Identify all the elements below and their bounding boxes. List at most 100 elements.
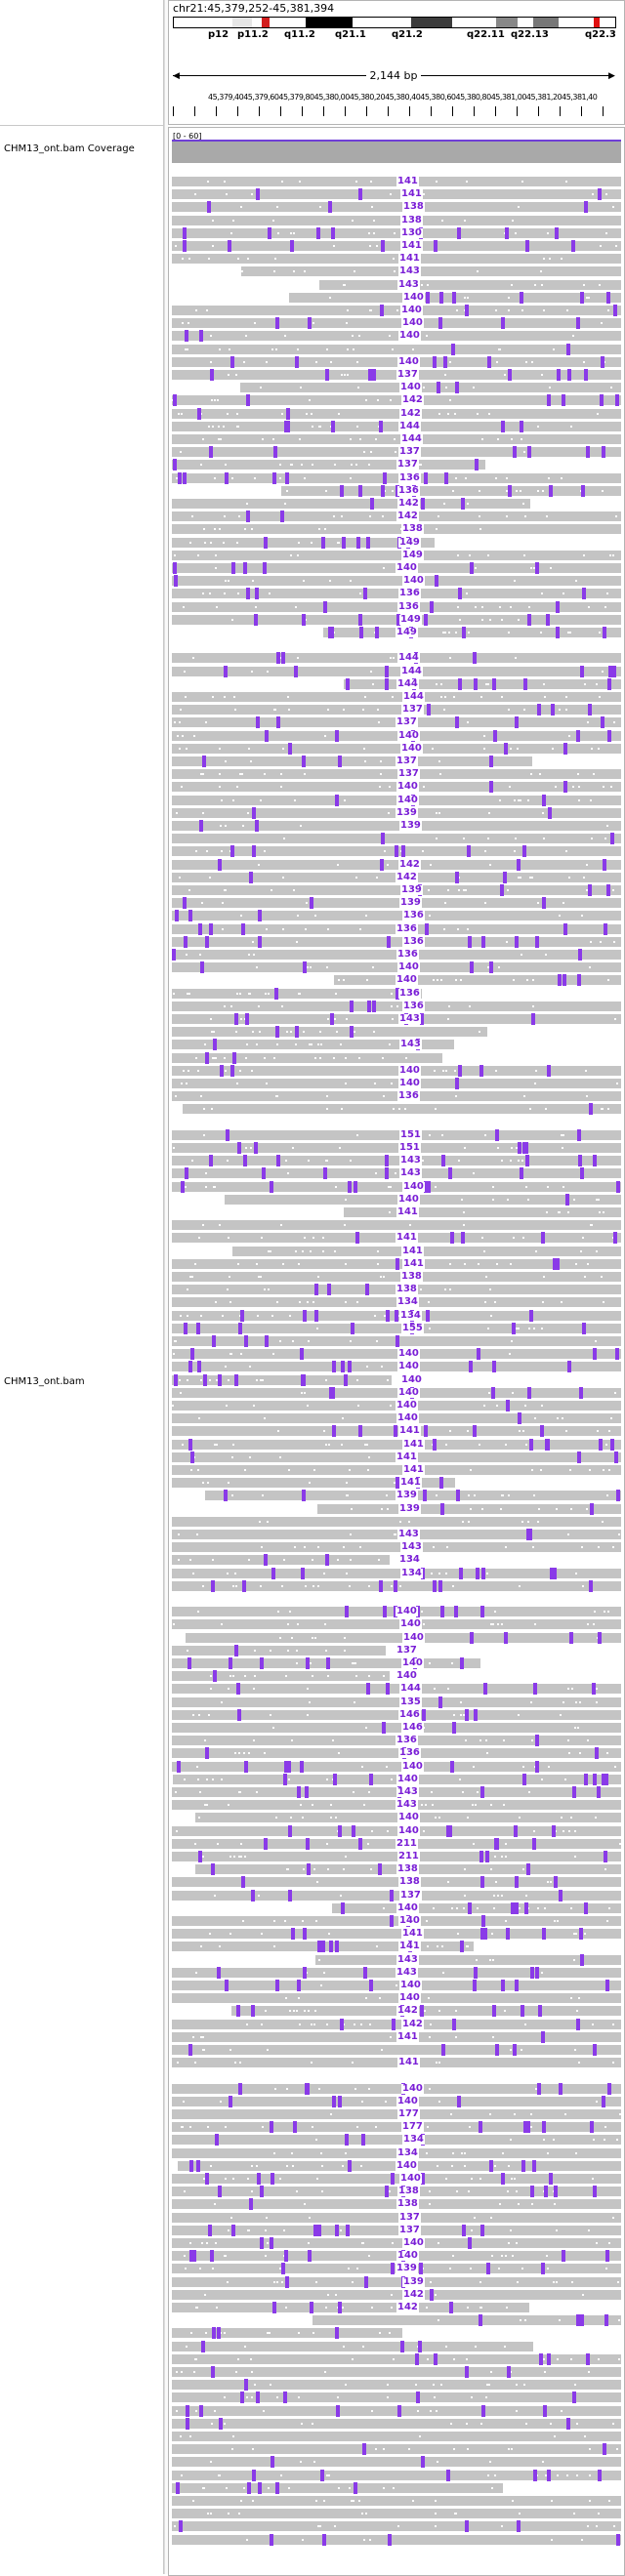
insertion-length-label[interactable]: 139 <box>399 897 422 909</box>
insertion-marker[interactable] <box>583 369 588 381</box>
insertion-marker[interactable] <box>552 1257 557 1270</box>
insertion-marker[interactable] <box>426 704 431 716</box>
insertion-marker[interactable] <box>457 2095 462 2107</box>
insertion-length-label[interactable]: 138 <box>401 523 424 535</box>
insertion-length-label[interactable]: 142 <box>401 394 424 406</box>
insertion-marker[interactable] <box>283 1760 288 1773</box>
insertion-marker[interactable] <box>263 1554 268 1567</box>
insertion-marker[interactable] <box>302 961 307 974</box>
insertion-marker[interactable] <box>217 1966 222 1979</box>
insertion-marker[interactable] <box>362 2443 367 2456</box>
insertion-marker[interactable] <box>218 2186 223 2198</box>
insertion-marker[interactable] <box>276 716 281 729</box>
insertion-marker[interactable] <box>534 1760 539 1773</box>
insertion-marker[interactable] <box>520 291 524 304</box>
insertion-marker[interactable] <box>255 820 260 832</box>
insertion-length-label[interactable]: 138 <box>396 1284 418 1295</box>
insertion-marker[interactable] <box>173 394 178 407</box>
insertion-marker[interactable] <box>228 2095 232 2107</box>
read[interactable] <box>172 1362 621 1372</box>
read[interactable] <box>172 2303 529 2312</box>
insertion-marker[interactable] <box>447 1824 452 1837</box>
insertion-length-label[interactable]: 141 <box>396 1206 419 1217</box>
insertion-marker[interactable] <box>515 1901 520 1914</box>
insertion-length-label[interactable]: 149 <box>398 536 421 548</box>
insertion-marker[interactable] <box>198 820 203 832</box>
insertion-marker[interactable] <box>331 2095 336 2107</box>
insertion-marker[interactable] <box>272 471 277 484</box>
insertion-length-label[interactable]: 137 <box>396 459 419 470</box>
insertion-marker[interactable] <box>559 1889 563 1901</box>
insertion-marker[interactable] <box>208 2224 213 2236</box>
insertion-marker[interactable] <box>302 756 307 767</box>
insertion-marker[interactable] <box>539 2352 544 2365</box>
read[interactable] <box>172 1374 392 1385</box>
insertion-marker[interactable] <box>586 2352 591 2365</box>
insertion-marker[interactable] <box>366 536 371 549</box>
insertion-marker[interactable] <box>273 446 278 459</box>
insertion-marker[interactable] <box>252 2469 257 2481</box>
insertion-marker[interactable] <box>235 2005 240 2018</box>
read[interactable] <box>172 1014 621 1024</box>
read[interactable] <box>172 331 621 342</box>
insertion-marker[interactable] <box>597 1786 602 1798</box>
read[interactable] <box>172 1156 621 1166</box>
current-region-marker[interactable] <box>594 18 600 27</box>
insertion-marker[interactable] <box>275 652 280 665</box>
insertion-marker[interactable] <box>521 1142 526 1154</box>
insertion-marker[interactable] <box>175 910 180 922</box>
insertion-marker[interactable] <box>556 1257 561 1270</box>
insertion-marker[interactable] <box>501 2173 506 2185</box>
insertion-marker[interactable] <box>546 2469 551 2481</box>
read[interactable] <box>231 2006 621 2017</box>
insertion-marker[interactable] <box>301 1373 306 1386</box>
insertion-length-label[interactable]: 140 <box>396 1412 419 1424</box>
insertion-marker[interactable] <box>536 704 541 716</box>
read[interactable] <box>172 421 621 431</box>
read[interactable] <box>172 408 621 419</box>
insertion-marker[interactable] <box>556 369 561 381</box>
insertion-marker[interactable] <box>522 1773 527 1785</box>
insertion-marker[interactable] <box>259 1657 264 1669</box>
read[interactable] <box>172 189 621 200</box>
insertion-marker[interactable] <box>348 2159 353 2172</box>
read[interactable] <box>172 2353 621 2364</box>
read[interactable] <box>172 1929 621 1940</box>
insertion-marker[interactable] <box>522 2121 527 2134</box>
insertion-marker[interactable] <box>256 2173 261 2185</box>
read[interactable] <box>172 614 621 625</box>
read[interactable] <box>172 2238 621 2248</box>
read[interactable] <box>172 2496 621 2506</box>
insertion-marker[interactable] <box>335 2224 340 2236</box>
insertion-marker[interactable] <box>480 2404 485 2417</box>
insertion-marker[interactable] <box>563 742 568 755</box>
insertion-marker[interactable] <box>530 1013 535 1025</box>
read[interactable] <box>172 756 532 766</box>
insertion-marker[interactable] <box>288 1889 293 1901</box>
insertion-marker[interactable] <box>330 1386 335 1399</box>
insertion-marker[interactable] <box>470 562 475 574</box>
insertion-marker[interactable] <box>348 1361 353 1373</box>
insertion-marker[interactable] <box>281 2263 286 2275</box>
insertion-marker[interactable] <box>383 471 388 484</box>
insertion-marker[interactable] <box>345 2224 350 2236</box>
insertion-marker[interactable] <box>576 1128 581 1141</box>
insertion-marker[interactable] <box>253 613 258 626</box>
insertion-marker[interactable] <box>399 2340 404 2352</box>
insertion-marker[interactable] <box>577 974 582 987</box>
read[interactable] <box>172 2457 621 2468</box>
insertion-length-label[interactable]: 151 <box>398 1142 421 1153</box>
insertion-marker[interactable] <box>242 1579 247 1592</box>
insertion-marker[interactable] <box>465 305 470 316</box>
insertion-marker[interactable] <box>394 845 398 858</box>
coverage-track-label[interactable]: CHM13_ont.bam Coverage <box>4 143 135 154</box>
insertion-marker[interactable] <box>533 2469 538 2481</box>
insertion-length-label[interactable]: 140 <box>396 794 419 805</box>
insertion-marker[interactable] <box>565 1193 570 1206</box>
insertion-marker[interactable] <box>474 1708 479 1721</box>
insertion-marker[interactable] <box>525 1529 530 1540</box>
insertion-marker[interactable] <box>607 677 612 690</box>
insertion-marker[interactable] <box>432 1438 437 1451</box>
read[interactable] <box>172 1323 621 1333</box>
insertion-marker[interactable] <box>473 652 478 665</box>
